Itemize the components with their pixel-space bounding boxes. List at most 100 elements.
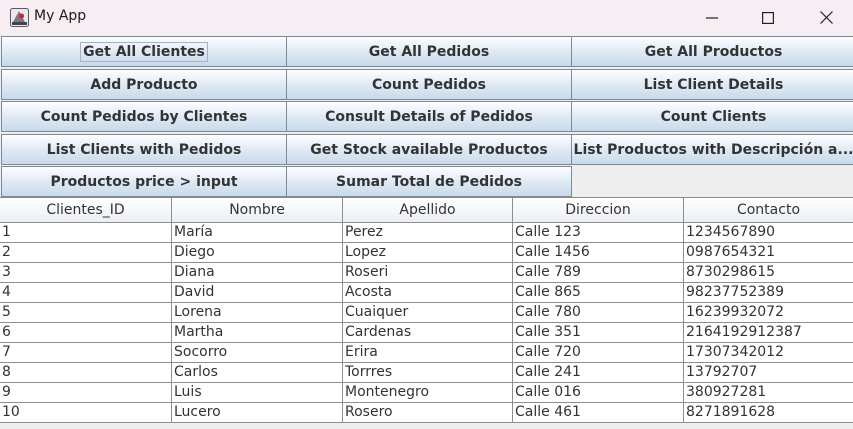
column-header-contacto[interactable]: Contacto xyxy=(684,198,853,223)
cell-clientes-id[interactable]: 9 xyxy=(0,383,172,403)
cell-nombre[interactable]: Luis xyxy=(172,383,343,403)
table-row[interactable]: 2 Diego Lopez Calle 1456 0987654321 xyxy=(0,243,853,263)
cell-clientes-id[interactable]: 7 xyxy=(0,343,172,363)
cell-contacto[interactable]: 1234567890 xyxy=(684,223,853,243)
cell-contacto[interactable]: 98237752389 xyxy=(684,283,853,303)
cell-contacto[interactable]: 8271891628 xyxy=(684,403,853,423)
cell-clientes-id[interactable]: 1 xyxy=(0,223,172,243)
cell-nombre[interactable]: Diego xyxy=(172,243,343,263)
button-label: Consult Details of Pedidos xyxy=(325,108,533,125)
count-pedidos-button[interactable]: Count Pedidos xyxy=(286,69,572,100)
cell-clientes-id[interactable]: 4 xyxy=(0,283,172,303)
button-label: Get Stock available Productos xyxy=(310,141,548,158)
consult-details-pedidos-button[interactable]: Consult Details of Pedidos xyxy=(286,101,572,132)
button-label: Productos price > input xyxy=(50,173,238,190)
button-label: Add Producto xyxy=(90,76,198,93)
cell-direccion[interactable]: Calle 720 xyxy=(513,343,684,363)
get-all-pedidos-button[interactable]: Get All Pedidos xyxy=(286,36,572,67)
cell-nombre[interactable]: Lorena xyxy=(172,303,343,323)
cell-contacto[interactable]: 380927281 xyxy=(684,383,853,403)
table-row[interactable]: 8 Carlos Torrres Calle 241 13792707 xyxy=(0,363,853,383)
cell-clientes-id[interactable]: 10 xyxy=(0,403,172,423)
cell-nombre[interactable]: Lucero xyxy=(172,403,343,423)
count-pedidos-by-clientes-button[interactable]: Count Pedidos by Clientes xyxy=(1,101,287,132)
table-row[interactable]: 7 Socorro Erira Calle 720 17307342012 xyxy=(0,343,853,363)
button-label: List Clients with Pedidos xyxy=(46,141,242,158)
table-row[interactable]: 1 María Perez Calle 123 1234567890 xyxy=(0,223,853,243)
cell-nombre[interactable]: David xyxy=(172,283,343,303)
cell-apellido[interactable]: Montenegro xyxy=(343,383,513,403)
button-panel: Get All Clientes Get All Pedidos Get All… xyxy=(0,35,853,197)
cell-nombre[interactable]: María xyxy=(172,223,343,243)
table-row[interactable]: 4 David Acosta Calle 865 98237752389 xyxy=(0,283,853,303)
cell-contacto[interactable]: 16239932072 xyxy=(684,303,853,323)
cell-apellido[interactable]: Erira xyxy=(343,343,513,363)
table-row[interactable]: 10 Lucero Rosero Calle 461 8271891628 xyxy=(0,403,853,423)
cell-apellido[interactable]: Rosero xyxy=(343,403,513,423)
cell-apellido[interactable]: Acosta xyxy=(343,283,513,303)
get-all-clientes-button[interactable]: Get All Clientes xyxy=(1,36,287,67)
cell-direccion[interactable]: Calle 1456 xyxy=(513,243,684,263)
cell-apellido[interactable]: Lopez xyxy=(343,243,513,263)
cell-apellido[interactable]: Cuaiquer xyxy=(343,303,513,323)
count-clients-button[interactable]: Count Clients xyxy=(571,101,853,132)
button-label: Count Clients xyxy=(660,108,767,125)
cell-apellido[interactable]: Perez xyxy=(343,223,513,243)
window-bottom-edge xyxy=(0,423,853,429)
cell-clientes-id[interactable]: 6 xyxy=(0,323,172,343)
cell-direccion[interactable]: Calle 016 xyxy=(513,383,684,403)
column-header-direccion[interactable]: Direccion xyxy=(513,198,684,223)
cell-direccion[interactable]: Calle 780 xyxy=(513,303,684,323)
list-productos-with-descripcion-button[interactable]: List Productos with Descripción a... xyxy=(571,134,853,165)
java-app-icon xyxy=(10,8,29,27)
table-row[interactable]: 6 Martha Cardenas Calle 351 216419291238… xyxy=(0,323,853,343)
minimize-icon xyxy=(706,16,718,19)
cell-contacto[interactable]: 8730298615 xyxy=(684,263,853,283)
cell-apellido[interactable]: Torrres xyxy=(343,363,513,383)
cell-clientes-id[interactable]: 8 xyxy=(0,363,172,383)
cell-contacto[interactable]: 0987654321 xyxy=(684,243,853,263)
list-clients-with-pedidos-button[interactable]: List Clients with Pedidos xyxy=(1,134,287,165)
button-label: List Productos with Descripción a... xyxy=(573,141,853,158)
cell-direccion[interactable]: Calle 123 xyxy=(513,223,684,243)
close-button[interactable] xyxy=(803,0,849,35)
table-row[interactable]: 3 Diana Roseri Calle 789 8730298615 xyxy=(0,263,853,283)
cell-clientes-id[interactable]: 3 xyxy=(0,263,172,283)
cell-direccion[interactable]: Calle 461 xyxy=(513,403,684,423)
table-row[interactable]: 9 Luis Montenegro Calle 016 380927281 xyxy=(0,383,853,403)
cell-contacto[interactable]: 13792707 xyxy=(684,363,853,383)
button-label: Get All Pedidos xyxy=(368,43,490,60)
column-header-apellido[interactable]: Apellido xyxy=(343,198,513,223)
button-label: Get All Productos xyxy=(644,43,783,60)
list-client-details-button[interactable]: List Client Details xyxy=(571,69,853,100)
cell-apellido[interactable]: Cardenas xyxy=(343,323,513,343)
close-icon xyxy=(819,11,833,24)
table-row[interactable]: 5 Lorena Cuaiquer Calle 780 16239932072 xyxy=(0,303,853,323)
column-header-clientes-id[interactable]: Clientes_ID xyxy=(0,198,172,223)
cell-direccion[interactable]: Calle 351 xyxy=(513,323,684,343)
sumar-total-pedidos-button[interactable]: Sumar Total de Pedidos xyxy=(286,166,572,197)
minimize-button[interactable] xyxy=(689,0,735,35)
title-bar: My App xyxy=(0,0,853,35)
cell-nombre[interactable]: Diana xyxy=(172,263,343,283)
maximize-button[interactable] xyxy=(745,0,791,35)
get-all-productos-button[interactable]: Get All Productos xyxy=(571,36,853,67)
button-label: Sumar Total de Pedidos xyxy=(336,173,522,190)
cell-direccion[interactable]: Calle 789 xyxy=(513,263,684,283)
cell-contacto[interactable]: 2164192912387 xyxy=(684,323,853,343)
cell-contacto[interactable]: 17307342012 xyxy=(684,343,853,363)
column-header-nombre[interactable]: Nombre xyxy=(172,198,343,223)
cell-nombre[interactable]: Socorro xyxy=(172,343,343,363)
clientes-table[interactable]: Clientes_ID Nombre Apellido Direccion Co… xyxy=(0,197,853,424)
cell-apellido[interactable]: Roseri xyxy=(343,263,513,283)
cell-clientes-id[interactable]: 5 xyxy=(0,303,172,323)
cell-clientes-id[interactable]: 2 xyxy=(0,243,172,263)
cell-direccion[interactable]: Calle 241 xyxy=(513,363,684,383)
cell-nombre[interactable]: Martha xyxy=(172,323,343,343)
cell-direccion[interactable]: Calle 865 xyxy=(513,283,684,303)
productos-price-input-button[interactable]: Productos price > input xyxy=(1,166,287,197)
get-stock-available-productos-button[interactable]: Get Stock available Productos xyxy=(286,134,572,165)
cell-nombre[interactable]: Carlos xyxy=(172,363,343,383)
add-producto-button[interactable]: Add Producto xyxy=(1,69,287,100)
button-label: Get All Clientes xyxy=(80,41,208,62)
